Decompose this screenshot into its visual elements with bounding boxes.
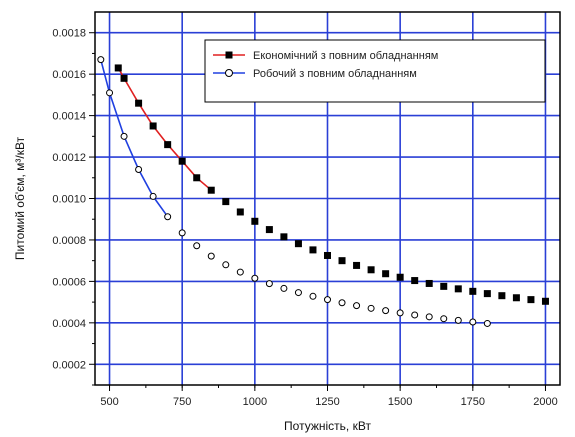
- series-2-point: [367, 304, 375, 312]
- series-2-point: [338, 299, 346, 307]
- x-tick-label: 1000: [243, 396, 267, 408]
- series-2-point: [193, 242, 201, 250]
- series-2-point: [135, 165, 143, 173]
- series-1-point: [353, 261, 361, 269]
- series-1-point: [294, 240, 302, 248]
- x-tick-label: 750: [173, 396, 191, 408]
- series-1-point: [469, 287, 477, 295]
- legend-marker-series-1: [225, 51, 233, 59]
- series-1-point: [280, 233, 288, 241]
- y-tick-label: 0.0008: [52, 235, 86, 247]
- series-1-point: [265, 226, 273, 234]
- series-2-fit-line: [100, 59, 169, 218]
- x-tick-label: 1750: [461, 396, 485, 408]
- series-1-point: [382, 270, 390, 278]
- x-tick-label: 2000: [533, 396, 557, 408]
- series-2-point: [164, 213, 172, 221]
- series-1-point: [164, 141, 172, 149]
- series-1-point: [512, 294, 520, 302]
- series-2-point: [309, 292, 317, 300]
- series-1-point: [114, 64, 122, 72]
- series-1-point: [483, 290, 491, 298]
- axis-tick-labels: 500 750 1000 1250 1500 1750 2000 0.0002 0.0004 0.…: [52, 28, 557, 408]
- series-2-point: [97, 56, 105, 64]
- series-1-point: [120, 74, 128, 82]
- x-tick-label: 1250: [315, 396, 339, 408]
- series-2-point: [149, 192, 157, 200]
- series-2-point: [396, 309, 404, 317]
- series-2-point: [265, 280, 273, 288]
- series-1-point: [193, 174, 201, 182]
- series-1-point: [541, 297, 549, 305]
- series-2-point: [236, 268, 244, 276]
- series-2-point: [483, 319, 491, 327]
- series-1-point: [178, 157, 186, 165]
- series-1-point: [251, 217, 259, 225]
- x-tick-label: 1500: [388, 396, 412, 408]
- series-2-point: [178, 229, 186, 237]
- series-1-point: [222, 198, 230, 206]
- y-tick-label: 0.0016: [52, 69, 86, 81]
- y-tick-label: 0.0012: [52, 152, 86, 164]
- series-2-point: [440, 315, 448, 323]
- series-1-point: [454, 285, 462, 293]
- series-2-point: [120, 132, 128, 140]
- y-tick-label: 0.0010: [52, 194, 86, 206]
- series-1-point: [135, 99, 143, 107]
- series-2-point: [382, 307, 390, 315]
- series-2-point: [251, 274, 259, 282]
- legend: Економічний з повним обладнанням Робочий…: [204, 39, 546, 103]
- series-layer: [97, 56, 549, 327]
- series-1-point: [367, 266, 375, 274]
- series-1-point: [338, 257, 346, 265]
- series-1-point: [396, 273, 404, 281]
- series-2-point: [294, 289, 302, 297]
- legend-box: [204, 39, 546, 103]
- series-1-point: [498, 292, 506, 300]
- x-axis-title: Потужність, кВт: [284, 419, 371, 433]
- series-2-point: [353, 302, 361, 310]
- series-2-point: [411, 311, 419, 319]
- legend-label-series-2: Робочий з повним обладнанням: [253, 68, 417, 80]
- x-tick-label: 500: [100, 396, 118, 408]
- series-1-point: [440, 282, 448, 290]
- legend-label-series-1: Економічний з повним обладнанням: [253, 50, 438, 62]
- series-1-point: [236, 208, 244, 216]
- series-1-point: [324, 251, 331, 259]
- series-2-point: [222, 261, 230, 269]
- y-tick-label: 0.0014: [52, 111, 86, 123]
- series-1-point: [149, 122, 157, 130]
- axis-ticks: [89, 32, 546, 391]
- series-1-point: [207, 186, 215, 194]
- series-2-point: [469, 318, 477, 326]
- series-1-point: [411, 277, 419, 285]
- y-tick-label: 0.0002: [52, 359, 86, 371]
- series-1-point: [309, 246, 317, 254]
- series-2-point: [454, 316, 462, 324]
- series-2-point: [324, 296, 331, 304]
- legend-marker-series-2: [225, 69, 233, 77]
- y-axis-title: Питомий об'єм, м³/кВт: [13, 136, 27, 260]
- series-2-point: [106, 89, 114, 97]
- series-1-point: [527, 296, 535, 304]
- y-tick-label: 0.0004: [52, 318, 86, 330]
- y-tick-label: 0.0006: [52, 276, 86, 288]
- series-2-point: [280, 284, 288, 292]
- y-tick-label: 0.0018: [52, 28, 86, 40]
- series-1-point: [425, 279, 433, 287]
- series-2-point: [207, 252, 215, 260]
- series-2-point: [425, 313, 433, 321]
